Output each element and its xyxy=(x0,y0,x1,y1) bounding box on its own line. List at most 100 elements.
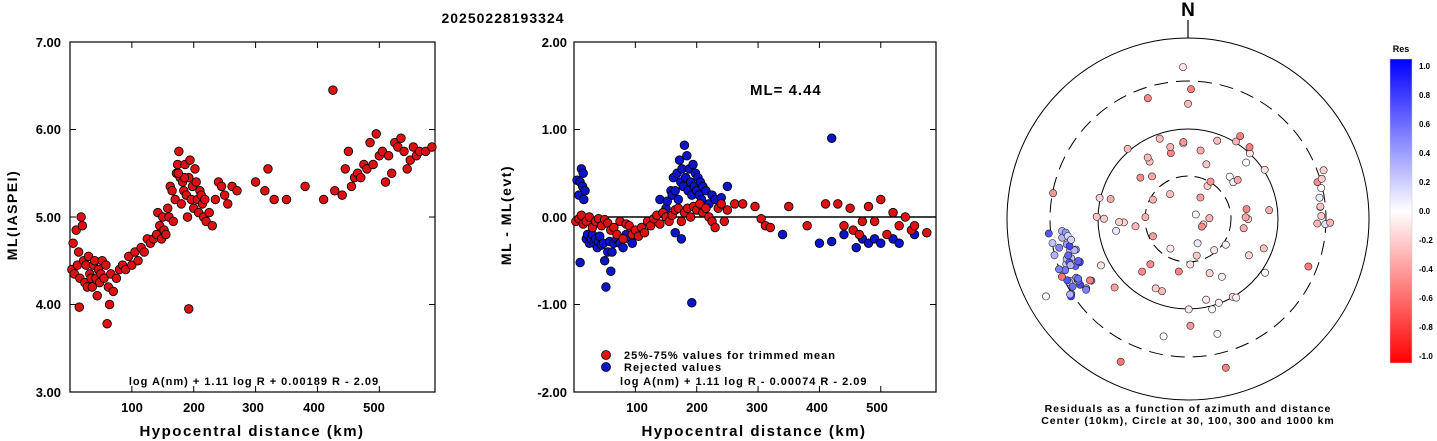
panel1-x-axis-label: Hypocentral distance (km) xyxy=(139,423,364,440)
station-marker xyxy=(1317,174,1326,183)
data-point xyxy=(738,199,748,209)
panel2-y-axis-label: ML - ML(evt) xyxy=(498,165,514,265)
station-marker xyxy=(1326,218,1335,227)
station-marker xyxy=(1213,136,1222,145)
station-marker xyxy=(1184,305,1193,314)
station-marker xyxy=(1136,173,1145,182)
station-marker xyxy=(1265,206,1274,215)
panel1-x-tick-label: 300 xyxy=(242,400,264,415)
station-marker xyxy=(1155,134,1164,143)
panel2-x-tick-label: 100 xyxy=(626,400,648,415)
station-marker xyxy=(1149,195,1157,204)
station-marker xyxy=(1205,269,1214,278)
station-marker xyxy=(1115,218,1123,226)
data-point xyxy=(750,201,760,212)
station-marker xyxy=(1225,172,1234,181)
station-marker xyxy=(1159,332,1168,341)
station-marker xyxy=(1042,292,1050,301)
station-marker xyxy=(1259,244,1268,253)
station-marker xyxy=(1221,240,1230,249)
colorbar-tick-label: 1.0 xyxy=(1419,62,1431,71)
data-point xyxy=(670,228,680,238)
data-point xyxy=(101,260,111,270)
data-point xyxy=(330,186,340,196)
data-point xyxy=(185,155,195,165)
data-point xyxy=(200,194,210,205)
data-point xyxy=(710,222,720,233)
station-marker xyxy=(1206,177,1215,186)
panel-residual-vs-distance: 2.00 1.00 0.00 -1.00 -2.00 100 200 300 4… xyxy=(498,35,937,440)
data-point xyxy=(111,273,122,283)
panel2-points xyxy=(571,133,932,308)
colorbar-ticks: 1.0 0.8 0.6 0.4 0.2 0.0 -0.2 -0.4 -0.6 -… xyxy=(1419,62,1433,361)
data-point xyxy=(839,229,849,240)
station-marker xyxy=(1186,260,1195,269)
data-point xyxy=(402,164,412,174)
station-marker xyxy=(1143,94,1152,103)
data-point xyxy=(833,199,843,209)
data-point xyxy=(701,203,711,213)
data-point xyxy=(232,186,242,196)
panel2-x-tick-label: 300 xyxy=(746,400,768,415)
data-point xyxy=(578,168,588,178)
station-marker xyxy=(1138,267,1146,276)
data-point xyxy=(882,229,892,240)
station-marker xyxy=(1148,172,1156,181)
data-point xyxy=(719,216,730,227)
data-point xyxy=(618,234,628,244)
data-point xyxy=(167,186,177,196)
colorbar-tick-label: 0.4 xyxy=(1419,149,1431,158)
data-point xyxy=(104,299,115,310)
station-marker xyxy=(1208,305,1216,314)
panel-azimuth-residual-map: N Residuals as a function of azimuth and… xyxy=(1006,0,1370,427)
data-point xyxy=(722,181,733,192)
station-marker xyxy=(1092,212,1101,221)
data-point xyxy=(219,190,230,200)
station-marker xyxy=(1174,267,1183,276)
data-point xyxy=(618,242,628,253)
data-point xyxy=(685,212,696,222)
data-point xyxy=(579,194,589,205)
station-marker xyxy=(1317,212,1326,220)
station-marker xyxy=(1317,184,1326,192)
station-marker xyxy=(1151,284,1160,293)
data-point xyxy=(223,199,233,209)
station-marker xyxy=(1049,189,1057,198)
data-point xyxy=(281,194,292,205)
station-marker xyxy=(1196,193,1205,202)
panel2-y-tick-label: 0.00 xyxy=(542,210,567,225)
station-marker xyxy=(1066,290,1074,299)
station-marker xyxy=(1146,260,1155,269)
data-point xyxy=(845,203,855,213)
station-marker xyxy=(1304,262,1313,271)
station-marker xyxy=(1197,222,1206,231)
station-marker xyxy=(1233,175,1242,184)
station-marker xyxy=(1196,146,1205,155)
station-marker xyxy=(1316,202,1325,211)
map-caption-line1: Residuals as a function of azimuth and d… xyxy=(1045,403,1332,415)
data-point xyxy=(174,146,184,157)
panel1-frame xyxy=(69,41,436,393)
data-point xyxy=(328,85,338,95)
panel1-y-tick-label: 3.00 xyxy=(36,385,61,400)
data-point xyxy=(396,133,406,143)
panel2-formula: log A(nm) + 1.11 log R - 0.00074 R - 2.0… xyxy=(620,376,868,388)
data-point xyxy=(76,212,86,222)
data-point xyxy=(900,212,911,222)
station-marker xyxy=(1068,282,1077,291)
data-point xyxy=(343,146,354,157)
colorbar-tick-label: -0.8 xyxy=(1419,323,1433,332)
data-point xyxy=(876,238,886,248)
panel1-y-tick-label: 6.00 xyxy=(36,122,61,137)
data-point xyxy=(580,186,590,196)
data-point xyxy=(204,207,214,218)
data-point xyxy=(108,286,119,297)
station-marker xyxy=(1315,193,1324,202)
panel2-x-tick-label: 500 xyxy=(866,400,888,415)
data-point xyxy=(337,190,347,200)
station-marker xyxy=(1166,143,1175,151)
data-point xyxy=(163,203,173,213)
data-point xyxy=(922,228,932,238)
data-point xyxy=(184,304,194,314)
station-marker xyxy=(1261,268,1269,277)
